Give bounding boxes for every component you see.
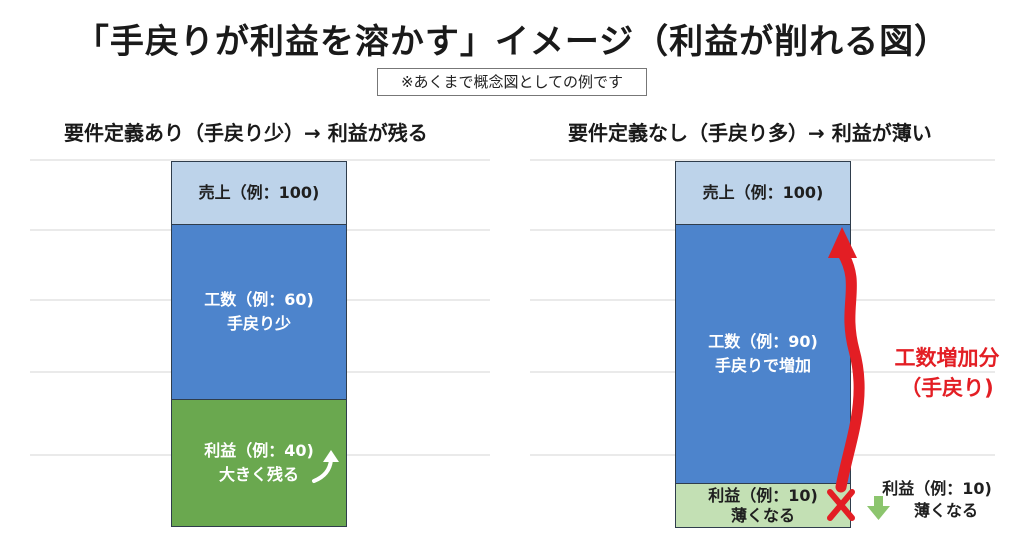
increase-label-line2: （手戻り)	[900, 376, 994, 400]
left-profit-block: 利益（例：40) 大きく残る	[171, 399, 347, 527]
right-cost-note: 手戻りで増加	[714, 356, 811, 375]
left-cost-block: 工数（例：60) 手戻り少	[171, 224, 347, 400]
red-wavy-up-arrow-icon	[828, 227, 865, 493]
left-panel-title: 要件定義あり（手戻り少）→ 利益が残る	[64, 121, 428, 145]
right-cost-block: 工数（例：90) 手戻りで増加	[675, 224, 851, 484]
green-down-arrow-icon	[867, 496, 890, 520]
right-sales-block: 売上（例：100)	[675, 161, 851, 225]
page-title: 「手戻りが利益を溶かす」イメージ（利益が削れる図）	[74, 22, 950, 62]
right-sales-label: 売上（例：100)	[702, 183, 824, 202]
side-profit-label: 利益（例：10) 薄くなる	[862, 478, 1012, 522]
left-profit-label: 利益（例：40)	[204, 441, 314, 460]
concept-note: ※あくまで概念図としての例です	[377, 68, 647, 96]
right-profit-note: 薄くなる	[730, 505, 795, 525]
side-profit-line1: 利益（例：10)	[882, 479, 992, 498]
right-profit-label: 利益（例：10)	[708, 485, 818, 505]
increase-label: 工数増加分 （手戻り)	[872, 343, 1022, 403]
left-cost-label: 工数（例：60)	[204, 290, 314, 309]
right-panel-title: 要件定義なし（手戻り多）→ 利益が薄い	[568, 121, 932, 145]
side-profit-line2: 薄くなる	[913, 501, 978, 520]
left-sales-label: 売上（例：100)	[198, 183, 320, 202]
curved-up-arrow-icon	[312, 450, 339, 483]
increase-label-line1: 工数増加分	[894, 346, 1000, 370]
left-profit-note: 大きく残る	[218, 465, 299, 484]
red-x-icon	[827, 489, 855, 521]
left-sales-block: 売上（例：100)	[171, 161, 347, 225]
right-profit-block: 利益（例：10) 薄くなる	[675, 483, 851, 528]
right-cost-label: 工数（例：90)	[708, 332, 818, 351]
left-cost-note: 手戻り少	[226, 314, 291, 333]
